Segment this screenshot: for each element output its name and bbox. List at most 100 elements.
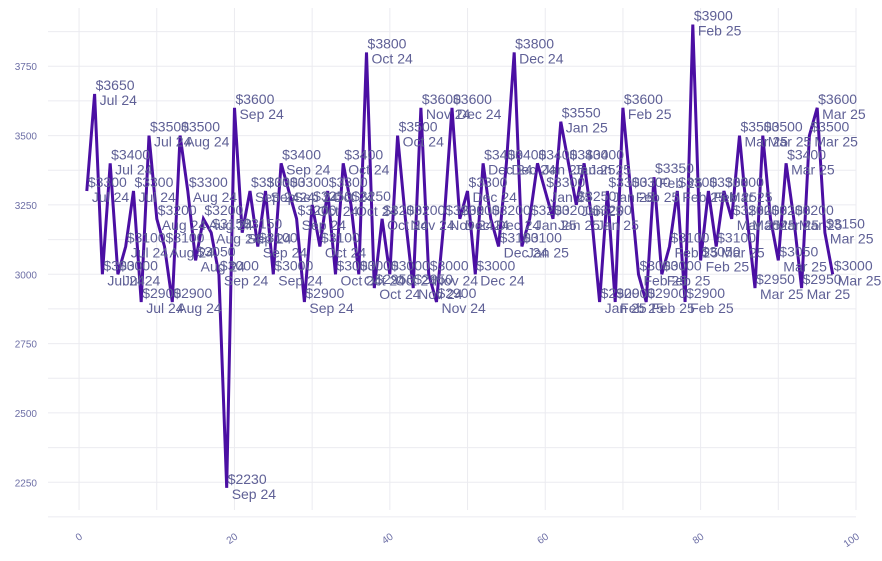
point-price-label: $3000	[220, 257, 259, 273]
point-price-label: $3300	[678, 174, 717, 190]
point-date-label: Feb 25	[667, 272, 711, 288]
point-price-label: $3050	[779, 243, 818, 259]
point-price-label: $3000	[103, 257, 142, 273]
point-price-label: $3000	[360, 257, 399, 273]
point-date-label: Oct 24	[348, 161, 389, 177]
point-date-label: Dec 24	[457, 106, 502, 122]
point-date-label: Jan 25	[605, 300, 647, 316]
x-tick-label: 40	[380, 531, 396, 547]
x-tick-label: 0	[74, 531, 85, 543]
point-price-label: $3200	[445, 202, 484, 218]
point-price-label: $3200	[554, 202, 593, 218]
point-price-label: $2900	[686, 285, 725, 301]
point-date-label: Jul 24	[115, 161, 153, 177]
point-date-label: Feb 25	[706, 258, 750, 274]
point-price-label: $2950	[375, 271, 414, 287]
point-price-label: $3300	[290, 174, 329, 190]
point-price-label: $3150	[243, 216, 282, 232]
point-date-label: Sep 24	[232, 486, 277, 502]
point-date-label: Sep 24	[286, 161, 331, 177]
point-price-label: $3300	[709, 174, 748, 190]
point-price-label: $3300	[134, 174, 173, 190]
point-price-label: $3100	[523, 230, 562, 246]
point-date-label: Jul 24	[154, 134, 192, 150]
point-date-label: Jul 24	[146, 300, 184, 316]
point-price-label: $3150	[826, 216, 865, 232]
point-date-label: Oct 24	[387, 217, 428, 233]
point-date-label: Sep 24	[239, 106, 284, 122]
point-date-label: Sep 24	[271, 189, 316, 205]
point-date-label: Jan 25	[535, 217, 577, 233]
point-date-label: Dec 24	[480, 272, 525, 288]
point-price-label: $2900	[173, 285, 212, 301]
series-line	[85, 24, 835, 488]
point-date-label: Mar 25	[752, 217, 796, 233]
point-date-label: Sep 24	[294, 189, 339, 205]
point-price-label: $3200	[593, 202, 632, 218]
point-price-label: $3300	[632, 174, 671, 190]
point-price-label: $3000	[834, 257, 873, 273]
point-price-label: $3900	[694, 8, 733, 24]
point-date-label: Feb 25	[682, 189, 726, 205]
point-price-label: $3800	[515, 35, 554, 51]
point-price-label: $3500	[150, 119, 189, 135]
point-price-label: $3000	[391, 257, 430, 273]
point-price-label: $3300	[267, 174, 306, 190]
point-price-label: $3600	[422, 91, 461, 107]
point-price-label: $3100	[717, 230, 756, 246]
point-date-label: Oct 24	[356, 203, 397, 219]
point-date-label: Oct 24	[333, 189, 374, 205]
point-price-label: $3000	[336, 257, 375, 273]
point-price-label: $3400	[344, 146, 383, 162]
x-axis-ticks: 0 20 40 60 80 100	[74, 531, 862, 550]
x-tick-label: 80	[691, 531, 707, 547]
point-date-label: Aug 24	[193, 189, 238, 205]
point-price-label: $3400	[585, 146, 624, 162]
point-date-label: Jan 25	[527, 245, 569, 261]
point-price-label: $3200	[748, 202, 787, 218]
point-price-label: $3000	[430, 257, 469, 273]
point-date-label: Mar 25	[760, 286, 804, 302]
point-date-label: Aug 24	[162, 217, 207, 233]
point-date-label: Oct 24	[395, 272, 436, 288]
point-date-label: Dec 24	[511, 161, 556, 177]
point-price-label: $3200	[461, 202, 500, 218]
y-axis-ticks: 2250 2500 2750 3000 3250 3500 3750	[15, 62, 38, 489]
point-price-label: $3600	[818, 91, 857, 107]
point-price-label: $3200	[531, 202, 570, 218]
point-price-label: $3100	[166, 230, 205, 246]
point-date-label: Feb 25	[713, 189, 757, 205]
point-date-label: Nov 24	[434, 272, 479, 288]
point-date-label: Jan 25	[566, 120, 608, 136]
point-price-label: $3400	[570, 146, 609, 162]
point-price-label: $3200	[298, 202, 337, 218]
point-price-label: $3100	[127, 230, 166, 246]
point-date-label: Jan 25	[597, 217, 639, 233]
point-date-label: Sep 24	[247, 231, 292, 247]
point-date-label: Mar 25	[822, 106, 866, 122]
point-price-label: $3350	[655, 160, 694, 176]
point-date-label: Jul 24	[131, 245, 169, 261]
point-price-label: $3400	[111, 146, 150, 162]
point-date-label: Jan 25	[558, 217, 600, 233]
y-tick-label: 3750	[15, 62, 38, 73]
point-date-label: Feb 25	[651, 300, 695, 316]
point-price-label: $3050	[702, 243, 741, 259]
point-price-label: $3100	[259, 230, 298, 246]
point-date-label: Jan 25	[589, 161, 631, 177]
point-date-label: Mar 25	[791, 161, 835, 177]
point-date-label: Aug 24	[185, 134, 230, 150]
point-price-label: $3300	[329, 174, 368, 190]
point-price-label: $2900	[647, 285, 686, 301]
point-date-label: Sep 24	[255, 189, 300, 205]
point-date-label: Oct 24	[379, 286, 420, 302]
point-price-label: $3000	[274, 257, 313, 273]
point-price-label: $2900	[142, 285, 181, 301]
point-date-label: Jul 24	[100, 92, 138, 108]
point-date-label: Nov 24	[426, 106, 471, 122]
point-date-label: Oct 24	[403, 134, 444, 150]
point-price-label: $3200	[406, 202, 445, 218]
point-price-label: $3000	[476, 257, 515, 273]
